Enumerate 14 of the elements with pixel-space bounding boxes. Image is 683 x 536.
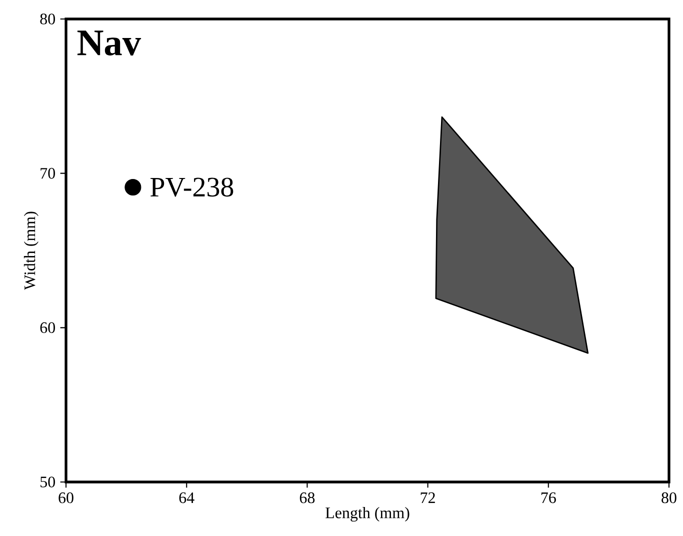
- y-tick-label: 80: [40, 14, 55, 24]
- x-tick-label: 76: [541, 492, 556, 504]
- x-tick-label: 72: [420, 492, 435, 503]
- y-tick-label: 70: [40, 168, 55, 179]
- x-tick-label: 68: [300, 492, 315, 504]
- x-tick-label: 64: [179, 492, 194, 504]
- y-axis-title: Width (mm): [24, 212, 38, 290]
- x-tick-label: 60: [58, 492, 74, 504]
- y-tick-label: 50: [40, 476, 55, 488]
- x-axis-title: Length (mm): [326, 507, 410, 522]
- chart-title: Nav: [77, 30, 142, 56]
- annotation: PV-238: [150, 178, 234, 197]
- y-tick-label: 60: [40, 322, 55, 334]
- x-tick-label: 80: [662, 492, 676, 504]
